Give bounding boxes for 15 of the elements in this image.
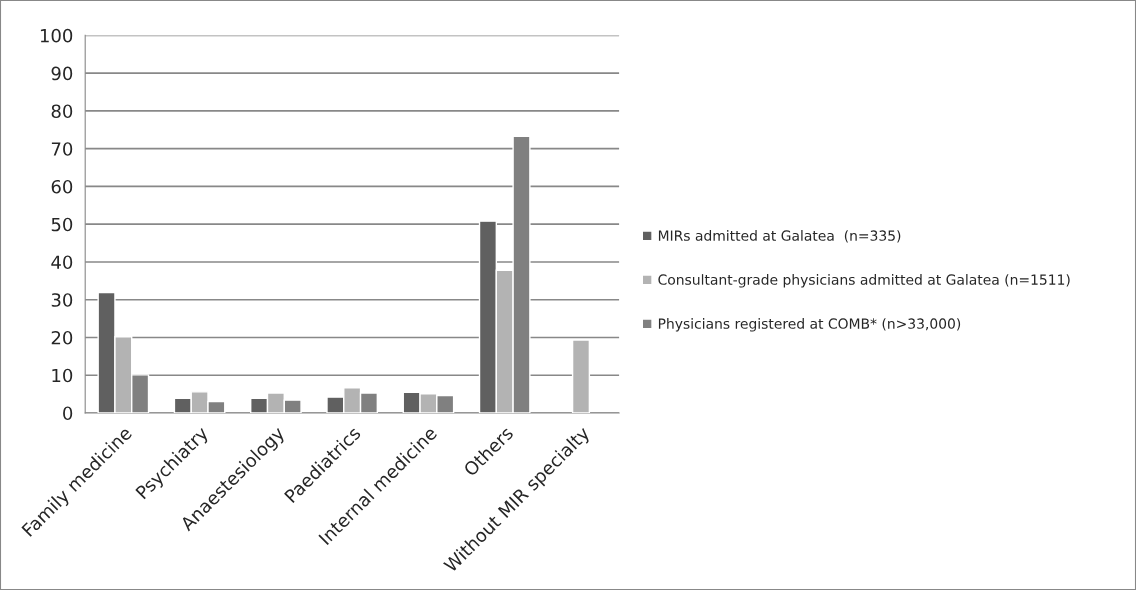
y-tick-label: 80 xyxy=(51,104,73,119)
y-tick-label: 90 xyxy=(51,66,73,81)
legend-label: MIRs admitted at Galatea (n=335) xyxy=(658,230,901,243)
y-tick-label: 30 xyxy=(51,293,73,307)
y-tick-label: 70 xyxy=(51,142,73,156)
y-tick-label: 0 xyxy=(63,406,73,421)
y-tick-label: 50 xyxy=(51,217,73,232)
y-tick-label: 100 xyxy=(40,28,73,43)
legend-label: Physicians registered at COMB* (n>33,000) xyxy=(658,318,961,332)
y-tick-label: 60 xyxy=(51,179,73,194)
y-tick-label: 10 xyxy=(52,368,73,383)
bar xyxy=(571,339,591,413)
y-tick-label: 40 xyxy=(51,255,73,270)
y-tick-label: 20 xyxy=(51,330,73,345)
legend-label: Consultant-grade physicians admitted at Galatea (n=1511) xyxy=(658,274,1070,288)
